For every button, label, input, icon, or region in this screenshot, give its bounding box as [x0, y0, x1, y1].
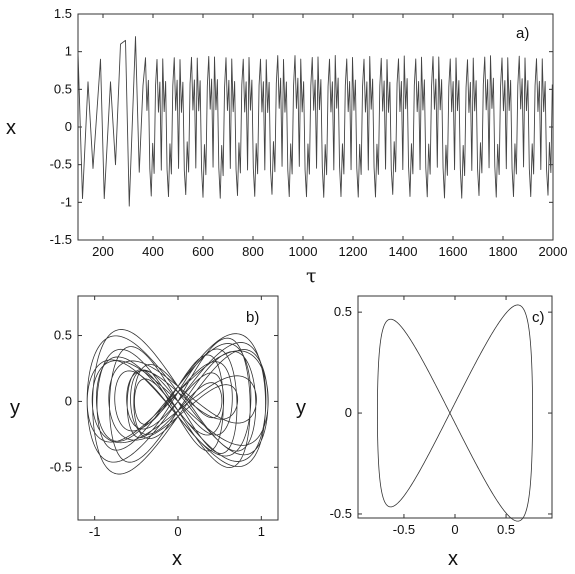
panel-c-xtick-label-1: 0	[451, 522, 458, 537]
panel-a-ytick-label-5: 1	[65, 44, 72, 59]
panel-c-x-ticks: -0.5 0 0.5	[393, 296, 515, 537]
panel-a-xtick-label-1: 400	[142, 244, 164, 259]
panel-a-y-ticks: -1.5 -1 -0.5 0 0.5 1 1.5	[50, 6, 553, 247]
panel-a-ytick-label-1: -1	[60, 194, 72, 209]
panel-a-timeseries: 200 400 600 800 1000 1200 1400 1600 1800 2000 -1.…	[6, 6, 567, 287]
panel-b-y-ticks: -0.5 0 0.5	[50, 328, 278, 474]
panel-c-trace	[377, 304, 533, 522]
panel-b-trace	[86, 329, 269, 475]
panel-a-label: a)	[516, 25, 529, 42]
panel-a-ytick-label-3: 0	[65, 119, 72, 134]
panel-a-ytick-label-6: 1.5	[54, 6, 72, 21]
panel-b-ytick-label-1: 0	[65, 393, 72, 408]
panel-c-ylabel: y	[296, 397, 306, 419]
panel-a-xtick-label-8: 1800	[489, 244, 518, 259]
panel-a-xtick-label-5: 1200	[339, 244, 368, 259]
panel-a-xlabel: τ	[306, 265, 317, 287]
panel-a-trace	[77, 36, 553, 207]
panel-b-xtick-label-2: 1	[258, 524, 265, 539]
panel-b-ytick-label-2: 0.5	[54, 328, 72, 343]
panel-c-y-ticks: -0.5 0 0.5	[330, 304, 552, 521]
panel-b-x-ticks: -1 0 1	[89, 296, 265, 539]
panel-c-ytick-label-0: -0.5	[330, 506, 352, 521]
panel-b-xlabel: x	[172, 548, 182, 570]
panel-a-ylabel: x	[6, 117, 16, 139]
panel-b-ylabel: y	[10, 397, 20, 419]
panel-a-xtick-label-2: 600	[192, 244, 214, 259]
panel-c-frame	[357, 295, 553, 519]
panel-b-ytick-label-0: -0.5	[50, 459, 72, 474]
panel-c-phase-portrait: -0.5 0 0.5 -0.5 0 0.5 c) y x	[296, 295, 553, 570]
panel-c-ytick-label-1: 0	[345, 405, 352, 420]
panel-b-frame	[77, 295, 279, 521]
panel-a-xtick-label-4: 1000	[289, 244, 318, 259]
panel-a-xtick-label-7: 1600	[439, 244, 468, 259]
panel-a-trace-group	[77, 36, 553, 207]
panel-b-trace-group	[86, 329, 269, 475]
panel-a-xtick-label-0: 200	[92, 244, 114, 259]
panel-a-ytick-label-2: -0.5	[50, 157, 72, 172]
panel-c-xtick-label-2: 0.5	[497, 522, 515, 537]
panel-a-xtick-label-6: 1400	[389, 244, 418, 259]
panel-a-ytick-label-0: -1.5	[50, 232, 72, 247]
panel-a-xtick-label-9: 2000	[539, 244, 568, 259]
panel-a-x-ticks: 200 400 600 800 1000 1200 1400 1600 1800 2000	[92, 14, 567, 259]
panel-c-label: c)	[532, 309, 545, 326]
panel-a-ytick-label-4: 0.5	[54, 81, 72, 96]
panel-c-xtick-label-0: -0.5	[393, 522, 415, 537]
panel-b-xtick-label-0: -1	[89, 524, 101, 539]
panel-b-phase-portrait: -1 0 1 -0.5 0 0.5 b) y x	[10, 295, 279, 570]
panel-a-xtick-label-3: 800	[242, 244, 264, 259]
panel-b-label: b)	[246, 309, 259, 326]
panel-c-xlabel: x	[448, 548, 458, 570]
panel-c-trace-group	[377, 304, 533, 522]
panel-b-xtick-label-1: 0	[174, 524, 181, 539]
panel-c-ytick-label-2: 0.5	[334, 304, 352, 319]
